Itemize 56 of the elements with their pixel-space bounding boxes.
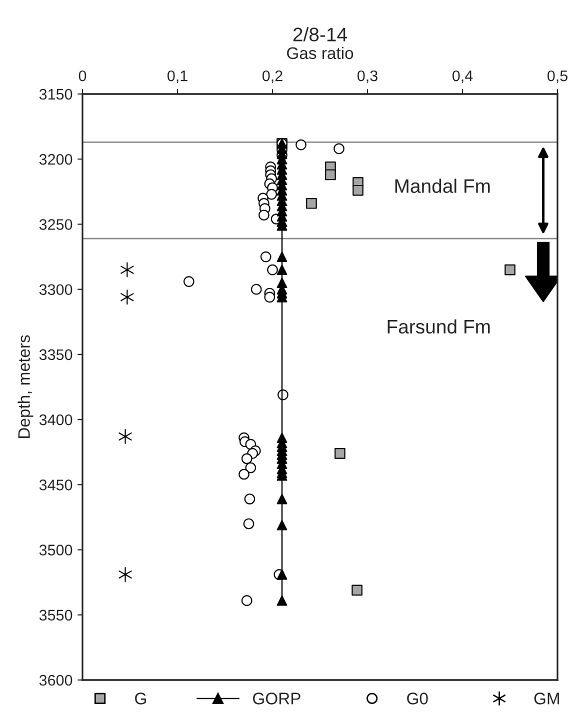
annotation: Mandal Fm xyxy=(395,178,490,193)
point xyxy=(352,184,364,196)
point xyxy=(276,252,288,262)
point xyxy=(306,198,317,209)
x-tick-label: 0 xyxy=(78,70,86,82)
y-tick-label: 3500 xyxy=(39,544,72,556)
point xyxy=(276,569,288,580)
point xyxy=(244,494,256,504)
point xyxy=(258,210,270,221)
point xyxy=(120,290,134,305)
point xyxy=(266,188,277,200)
y-tick-label: 3150 xyxy=(39,88,72,100)
point xyxy=(118,567,132,582)
legend-label: G xyxy=(135,692,146,704)
point xyxy=(276,264,288,276)
x-tick-label: 0,1 xyxy=(167,70,188,84)
point xyxy=(120,262,134,278)
y-tick-label: 3350 xyxy=(39,349,72,360)
point xyxy=(118,428,132,444)
x-tick-label: 0,5 xyxy=(547,70,568,84)
y-tick-label: 3300 xyxy=(39,284,72,296)
point xyxy=(276,494,288,504)
point xyxy=(241,595,252,606)
y-tick-label: 3550 xyxy=(39,610,72,621)
legend-label: G0 xyxy=(407,692,428,704)
point xyxy=(264,292,276,303)
point xyxy=(267,264,278,276)
chart-title: 2/8-14 xyxy=(293,27,347,42)
point xyxy=(296,139,306,150)
point xyxy=(352,584,362,596)
point xyxy=(245,462,256,474)
point xyxy=(238,468,250,480)
point xyxy=(334,143,344,154)
point xyxy=(334,448,346,459)
y-tick-label: 3200 xyxy=(39,154,72,165)
point xyxy=(250,284,262,295)
y-axis-title: Depth, meters xyxy=(18,335,34,438)
x-tick-label: 0,4 xyxy=(452,70,473,84)
y-tick-label: 3250 xyxy=(39,219,72,230)
x-tick-label: 0,2 xyxy=(262,70,282,84)
point xyxy=(276,520,288,530)
annotation: Farsund Fm xyxy=(388,319,490,334)
point xyxy=(260,251,272,262)
point xyxy=(183,276,194,287)
y-tick-label: 3450 xyxy=(39,480,72,490)
y-tick-label: 3600 xyxy=(39,674,72,686)
y-tick-label: 3400 xyxy=(39,414,72,426)
point xyxy=(504,264,516,276)
legend-label: GORP xyxy=(253,692,300,704)
x-axis-title: Gas ratio xyxy=(287,46,354,60)
x-tick-label: 0,3 xyxy=(357,70,378,84)
point xyxy=(243,518,254,530)
legend-label: GM xyxy=(534,692,559,704)
point xyxy=(325,169,336,180)
point xyxy=(276,595,288,606)
point xyxy=(241,453,252,464)
